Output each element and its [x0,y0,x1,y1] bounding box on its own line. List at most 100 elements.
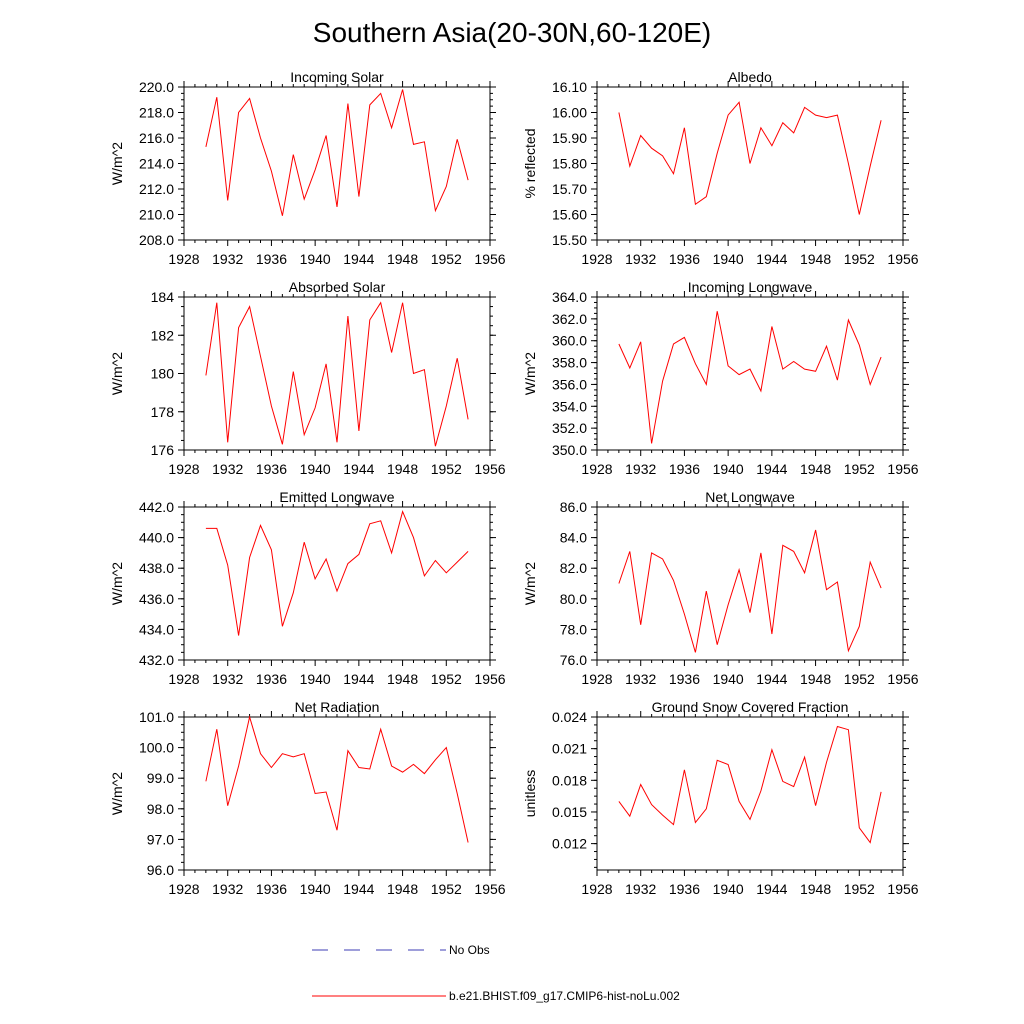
x-tick-label: 1956 [887,461,918,477]
panel-title: Absorbed Solar [289,279,386,295]
panel-8: Ground Snow Covered Fraction unitless 1928… [522,699,919,897]
x-tick-label: 1948 [387,461,418,477]
y-tick-label: 356.0 [552,376,587,392]
x-tick-label: 1956 [887,671,918,687]
y-tick-label: 358.0 [552,355,587,371]
plot-frame [596,716,904,871]
panel-title: Incoming Solar [290,69,384,85]
y-tick-label: 0.018 [552,772,587,788]
x-tick-label: 1956 [887,251,918,267]
y-tick-label: 0.012 [552,836,587,852]
plot-frame [596,506,904,661]
x-tick-label: 1944 [343,881,374,897]
y-tick-label: 440.0 [139,530,174,546]
x-tick-label: 1948 [800,881,831,897]
y-tick-label: 101.0 [139,709,174,725]
y-tick-label: 220.0 [139,79,174,95]
y-tick-label: 100.0 [139,740,174,756]
x-tick-label: 1952 [431,461,462,477]
y-axis-label: W/m^2 [522,352,538,395]
series-line-1 [618,101,882,215]
y-tick-label: 86.0 [560,499,587,515]
x-tick-label: 1952 [431,671,462,687]
y-tick-label: 0.024 [552,709,587,725]
x-tick-label: 1928 [581,461,612,477]
x-tick-label: 1940 [300,881,331,897]
y-tick-label: 210.0 [139,207,174,223]
x-tick-label: 1936 [669,461,700,477]
y-tick-label: 82.0 [560,560,587,576]
y-tick-label: 0.015 [552,804,587,820]
x-tick-label: 1936 [669,671,700,687]
x-tick-label: 1956 [474,461,505,477]
y-tick-label: 15.70 [552,181,587,197]
series-line-1 [205,715,469,843]
x-tick-label: 1936 [256,881,287,897]
x-tick-label: 1932 [625,461,656,477]
x-tick-label: 1936 [256,671,287,687]
x-tick-label: 1932 [212,881,243,897]
x-tick-label: 1952 [431,251,462,267]
x-tick-label: 1940 [713,251,744,267]
x-tick-label: 1944 [343,671,374,687]
x-tick-label: 1936 [669,881,700,897]
y-tick-label: 16.00 [552,105,587,121]
x-tick-label: 1944 [756,881,787,897]
y-tick-label: 208.0 [139,232,174,248]
panel-7: Net Radiation W/m^2 1928 1932 1936 1940 1944 19… [109,699,506,897]
x-tick-label: 1952 [844,881,875,897]
plot-frame [183,716,491,871]
x-tick-label: 1956 [474,671,505,687]
y-tick-label: 350.0 [552,442,587,458]
x-tick-label: 1940 [713,881,744,897]
x-tick-label: 1932 [625,671,656,687]
plot-frame [183,506,491,661]
series-line-1 [205,89,469,216]
x-tick-label: 1944 [756,251,787,267]
y-tick-label: 364.0 [552,289,587,305]
y-tick-label: 436.0 [139,591,174,607]
panel-title: Emitted Longwave [279,489,394,505]
y-tick-label: 182 [151,327,175,343]
y-tick-label: 15.50 [552,232,587,248]
x-tick-label: 1936 [256,461,287,477]
y-tick-label: 84.0 [560,530,587,546]
x-tick-label: 1952 [844,251,875,267]
y-tick-label: 76.0 [560,652,587,668]
x-tick-label: 1940 [713,671,744,687]
x-tick-label: 1940 [713,461,744,477]
x-tick-label: 1944 [756,671,787,687]
y-tick-label: 15.60 [552,207,587,223]
y-tick-label: 98.0 [147,801,174,817]
y-tick-label: 360.0 [552,333,587,349]
y-tick-label: 432.0 [139,652,174,668]
y-axis-label: unitless [522,770,538,817]
y-axis-label: W/m^2 [109,352,125,395]
x-tick-label: 1948 [800,461,831,477]
x-tick-label: 1928 [168,251,199,267]
x-tick-label: 1928 [168,461,199,477]
x-tick-label: 1932 [212,461,243,477]
y-axis-label: W/m^2 [109,142,125,185]
y-tick-label: 0.021 [552,741,587,757]
y-axis-label: W/m^2 [109,562,125,605]
y-tick-label: 97.0 [147,831,174,847]
y-tick-label: 218.0 [139,105,174,121]
series-line-1 [205,301,469,447]
x-tick-label: 1932 [212,671,243,687]
x-tick-label: 1944 [756,461,787,477]
y-tick-label: 354.0 [552,398,587,414]
y-tick-label: 178 [151,404,175,420]
panel-title: Net Radiation [295,699,380,715]
legend-label-model: b.e21.BHIST.f09_g17.CMIP6-hist-noLu.002 [449,989,680,1003]
y-axis-label: W/m^2 [109,772,125,815]
panel-3: Absorbed Solar W/m^2 1928 1932 1936 1940 1944 1… [109,279,506,477]
y-tick-label: 214.0 [139,156,174,172]
x-tick-label: 1956 [887,881,918,897]
x-tick-label: 1932 [625,251,656,267]
x-tick-label: 1948 [800,671,831,687]
y-tick-label: 362.0 [552,311,587,327]
series-line-1 [618,725,882,844]
panel-4: Incoming Longwave W/m^2 1928 1932 1936 1940 19… [522,279,919,477]
